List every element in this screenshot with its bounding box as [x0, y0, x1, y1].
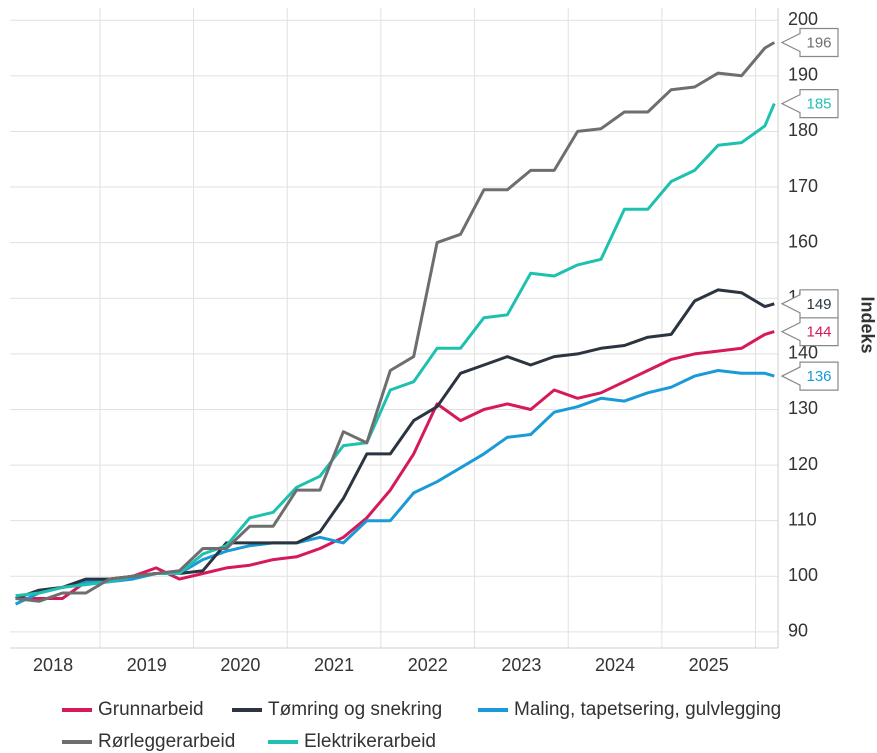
series-line	[15, 288, 775, 600]
y-tick-label: 160	[788, 231, 818, 251]
series-line	[14, 369, 775, 606]
x-tick-label: 2022	[408, 655, 448, 675]
series-line	[15, 330, 775, 600]
x-tick-label: 2021	[314, 655, 354, 675]
callout-label: 149	[806, 296, 831, 313]
callout-label: 144	[806, 324, 831, 341]
y-tick-label: 180	[788, 120, 818, 140]
legend-label: Grunnarbeid	[98, 699, 204, 720]
x-tick-label: 2018	[33, 655, 73, 675]
y-tick-label: 110	[788, 509, 817, 529]
y-tick-label: 90	[788, 621, 808, 641]
x-tick-label: 2024	[595, 655, 635, 675]
x-tick-label: 2025	[689, 655, 729, 675]
y-tick-label: 120	[788, 454, 818, 474]
x-tick-label: 2019	[127, 655, 167, 675]
legend-label: Maling, tapetsering, gulvlegging	[514, 699, 781, 720]
y-tick-label: 190	[788, 65, 818, 85]
callout-box	[780, 27, 839, 58]
callout-label: 196	[806, 34, 831, 51]
callout-box	[780, 361, 839, 391]
y-tick-label: 200	[788, 9, 818, 29]
callout-box	[780, 317, 839, 347]
y-tick-label: 130	[788, 398, 818, 418]
legend-label: Tømring og snekring	[268, 699, 442, 720]
callout-box	[780, 289, 839, 319]
x-tick-label: 2023	[501, 655, 541, 675]
y-tick-label: 140	[788, 343, 818, 363]
y-tick-label: 170	[788, 176, 818, 196]
callout-label: 185	[806, 96, 831, 113]
y-axis-label: Indeks	[857, 296, 877, 353]
callout-label: 136	[806, 368, 831, 385]
x-tick-label: 2020	[220, 655, 260, 675]
callout-box	[780, 89, 839, 119]
series-line	[15, 103, 776, 598]
y-tick-label: 100	[788, 565, 818, 585]
legend-label: Rørleggerarbeid	[98, 731, 235, 752]
legend-label: Elektrikerarbeid	[304, 731, 436, 752]
series-line	[15, 41, 776, 603]
